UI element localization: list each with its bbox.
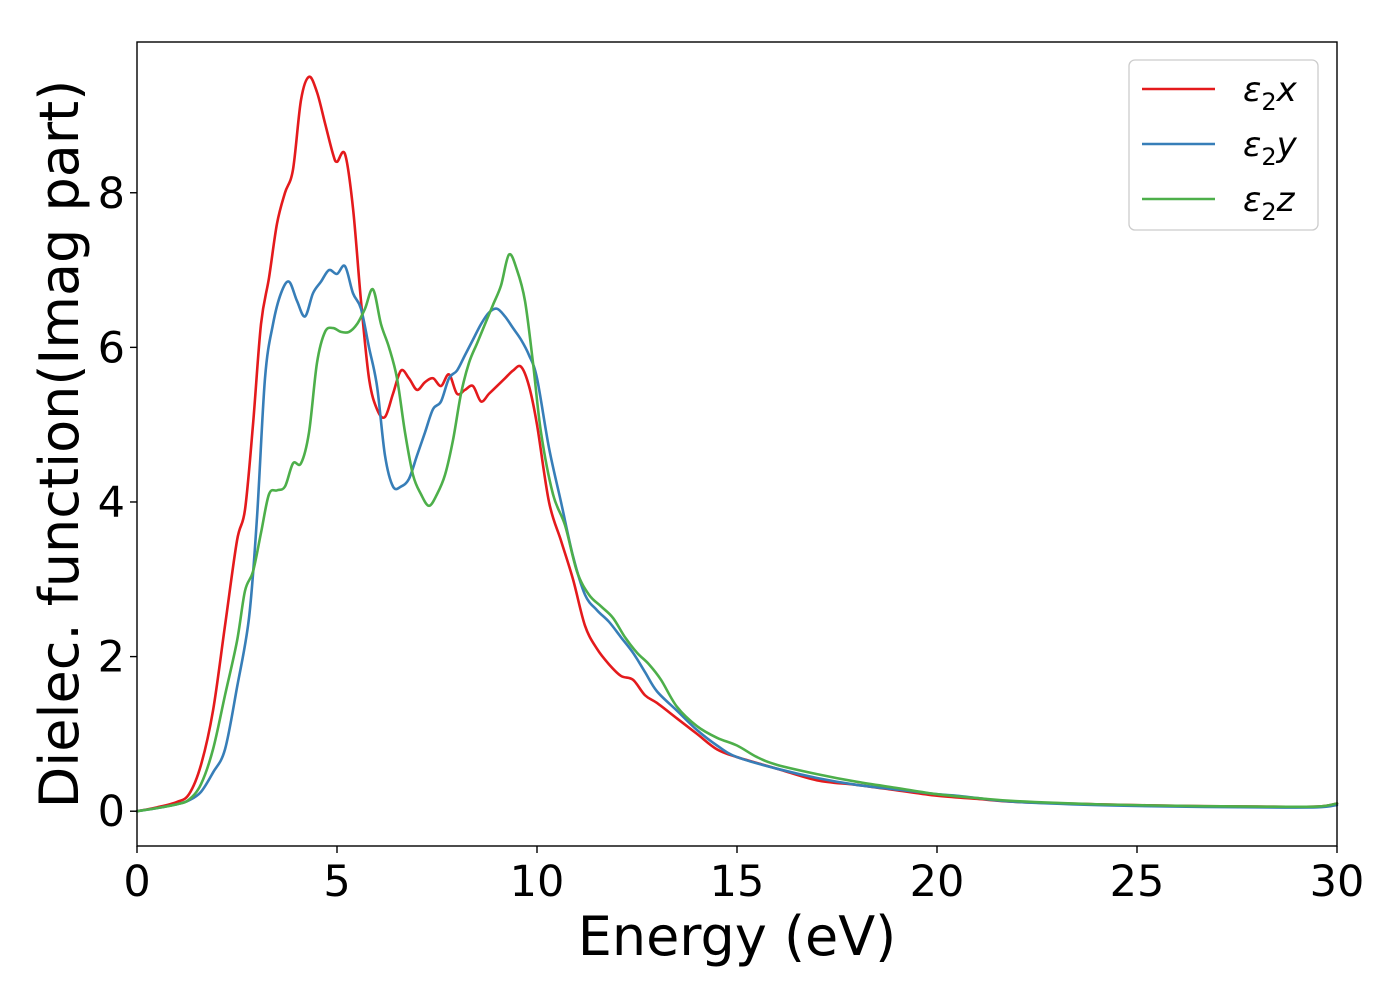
legend-label-eps2x: ε2x — [1243, 70, 1298, 116]
x-tick-label: 25 — [1110, 857, 1165, 907]
x-tick-label: 30 — [1310, 857, 1365, 907]
y-tick-label: 0 — [98, 787, 125, 837]
legend-label-eps2y: ε2y — [1243, 125, 1298, 171]
series-line-eps2z — [135, 252, 1339, 813]
x-tick-label: 5 — [323, 857, 350, 907]
legend-label-eps2z: ε2z — [1243, 180, 1296, 226]
x-axis-title: Energy (eV) — [578, 905, 897, 968]
legend: ε2x ε2y ε2z — [1128, 59, 1319, 231]
y-tick-label: 8 — [98, 169, 125, 219]
x-tick-label: 0 — [123, 857, 150, 907]
y-tick-label: 6 — [98, 323, 125, 373]
series-line-eps2y — [135, 264, 1339, 813]
axis-ticks: 0 5 10 15 20 25 30 0 2 4 6 8 — [98, 169, 1365, 907]
y-tick-label: 2 — [98, 633, 125, 683]
y-tick-label: 4 — [98, 478, 125, 528]
legend-box — [1128, 59, 1319, 231]
y-axis-title: Dielec. function(Imag part) — [28, 80, 91, 809]
x-tick-label: 10 — [510, 857, 565, 907]
x-tick-label: 20 — [910, 857, 965, 907]
x-tick-label: 15 — [710, 857, 765, 907]
series-lines — [135, 75, 1339, 813]
